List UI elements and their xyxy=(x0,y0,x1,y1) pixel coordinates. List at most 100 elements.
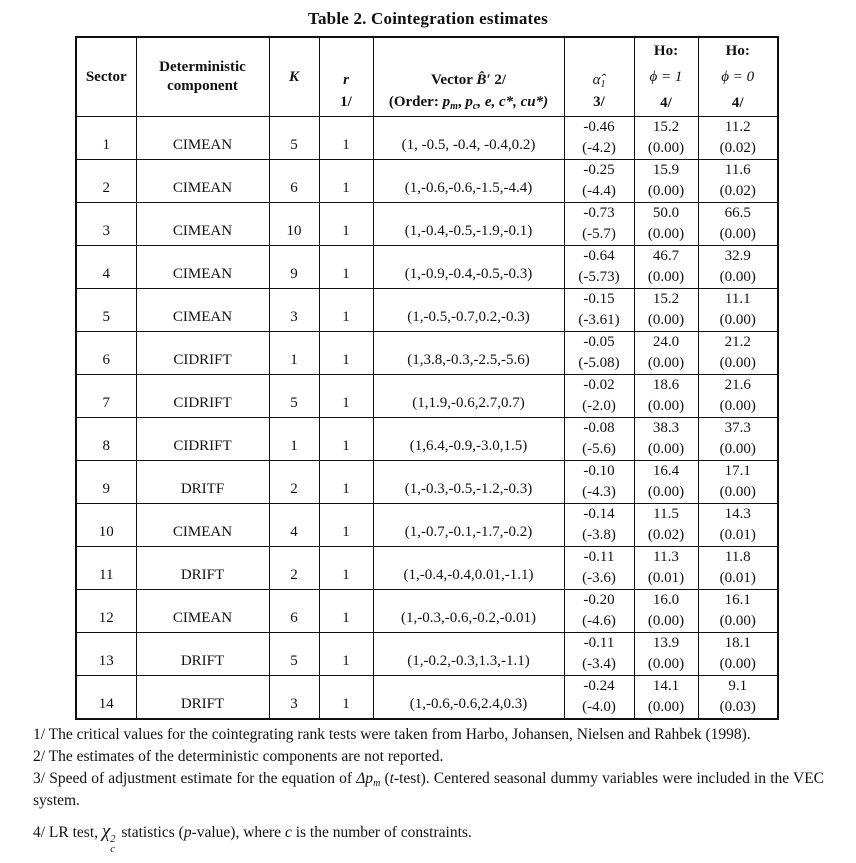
pm-symbol: pm xyxy=(442,94,458,112)
header-sector-label: Sector xyxy=(85,68,127,85)
phi0-statistic: 11.6 xyxy=(724,162,751,178)
phi1-statistic: 24.0 xyxy=(652,334,680,350)
cointegration-table: Sector Deterministic component K r 1/ Ve… xyxy=(75,36,779,720)
phi0-p-value: (0.01) xyxy=(719,570,756,586)
cell-phi0: 14.3 (0.01) xyxy=(697,503,779,547)
cell-alpha: -0.02 (-2.0) xyxy=(563,374,635,418)
phi1-statistic: 16.4 xyxy=(652,463,680,479)
alpha-estimate: -0.10 xyxy=(583,463,615,479)
phi0-statistic: 11.2 xyxy=(724,119,751,135)
alpha-estimate: -0.08 xyxy=(583,420,615,436)
alpha-estimate: -0.05 xyxy=(583,334,615,350)
phi0-statistic: 11.8 xyxy=(724,549,751,565)
cell-component: CIMEAN xyxy=(135,288,270,332)
header-r-footnote-ref: 1/ xyxy=(340,94,352,110)
phi0-statistic: 32.9 xyxy=(724,248,751,264)
cell-sector: 7 xyxy=(75,374,137,418)
cell-component: DRITF xyxy=(135,460,270,504)
cell-alpha: -0.11 (-3.6) xyxy=(563,546,635,590)
cell-sector: 9 xyxy=(75,460,137,504)
footnote-2: 2/ The estimates of the deterministic co… xyxy=(33,748,444,765)
phi1-p-value: (0.00) xyxy=(647,269,685,285)
alpha-estimate: -0.11 xyxy=(583,549,615,565)
table-body: 1 CIMEAN 5 1 (1, -0.5, -0.4, -0.4,0.2) -… xyxy=(75,116,779,720)
cell-k: 6 xyxy=(268,159,320,203)
cell-k: 3 xyxy=(268,675,320,720)
phi0-statistic: 16.1 xyxy=(724,592,751,608)
phi1-statistic: 38.3 xyxy=(652,420,680,436)
cell-sector: 8 xyxy=(75,417,137,461)
cell-phi0: 18.1 (0.00) xyxy=(697,632,779,676)
cell-alpha: -0.46 (-4.2) xyxy=(563,116,635,160)
table-row: 2 CIMEAN 6 1 (1,-0.6,-0.6,-1.5,-4.4) -0.… xyxy=(75,159,779,203)
table-row: 7 CIDRIFT 5 1 (1,1.9,-0.6,2.7,0.7) -0.02… xyxy=(75,374,779,418)
cell-phi0: 11.2 (0.02) xyxy=(697,116,779,160)
cell-k: 4 xyxy=(268,503,320,547)
cell-vector: (1,-0.6,-0.6,2.4,0.3) xyxy=(372,675,565,720)
phi1-p-value: (0.00) xyxy=(647,656,685,672)
header-vector-order-line: (Order: pm, pc, e, c*, cu*) xyxy=(376,91,562,113)
alpha-t-stat: (-2.0) xyxy=(582,398,616,414)
cell-vector: (1,1.9,-0.6,2.7,0.7) xyxy=(372,374,565,418)
header-phi0-footnote-ref: 4/ xyxy=(731,95,744,111)
phi0-p-value: (0.00) xyxy=(719,656,756,672)
header-vector: Vector B̂′ 2/ (Order: pm, pc, e, c*, cu*… xyxy=(372,36,565,117)
table-row: 9 DRITF 2 1 (1,-0.3,-0.5,-1.2,-0.3) -0.1… xyxy=(75,460,779,504)
cell-phi1: 11.5 (0.02) xyxy=(633,503,699,547)
cell-k: 5 xyxy=(268,374,320,418)
alpha-t-stat: (-3.61) xyxy=(578,312,620,328)
alpha-estimate: -0.64 xyxy=(583,248,615,264)
alpha-estimate: -0.11 xyxy=(583,635,615,651)
cell-phi1: 14.1 (0.00) xyxy=(633,675,699,720)
phi1-statistic: 50.0 xyxy=(652,205,680,221)
phi0-statistic: 21.2 xyxy=(724,334,751,350)
table-row: 12 CIMEAN 6 1 (1,-0.3,-0.6,-0.2,-0.01) -… xyxy=(75,589,779,633)
phi0-p-value: (0.02) xyxy=(719,183,756,199)
cell-phi0: 37.3 (0.00) xyxy=(697,417,779,461)
pc-symbol: pc xyxy=(465,94,478,112)
cell-phi0: 21.2 (0.00) xyxy=(697,331,779,375)
header-r: r 1/ xyxy=(318,36,374,117)
cell-alpha: -0.10 (-4.3) xyxy=(563,460,635,504)
cell-sector: 2 xyxy=(75,159,137,203)
cell-alpha: -0.05 (-5.08) xyxy=(563,331,635,375)
header-alpha: α̂1 3/ xyxy=(563,36,635,117)
phi0-p-value: (0.03) xyxy=(719,699,756,715)
header-vector-line1: Vector B̂′ 2/ xyxy=(376,69,562,91)
header-deterministic-component: Deterministic component xyxy=(135,36,270,117)
cell-sector: 10 xyxy=(75,503,137,547)
cell-k: 9 xyxy=(268,245,320,289)
cell-vector: (1,-0.7,-0.1,-1.7,-0.2) xyxy=(372,503,565,547)
header-r-symbol: r xyxy=(343,72,349,88)
cell-vector: (1, -0.5, -0.4, -0.4,0.2) xyxy=(372,116,565,160)
document-page: Table 2. Cointegration estimates Sector … xyxy=(0,9,856,863)
alpha-estimate: -0.73 xyxy=(583,205,615,221)
cell-r: 1 xyxy=(318,632,374,676)
phi-equals-0: ϕ = 0 xyxy=(721,69,755,85)
cell-vector: (1,-0.3,-0.5,-1.2,-0.3) xyxy=(372,460,565,504)
alpha-t-stat: (-3.6) xyxy=(582,570,616,586)
cell-alpha: -0.14 (-3.8) xyxy=(563,503,635,547)
cell-phi0: 9.1 (0.03) xyxy=(697,675,779,720)
cell-k: 1 xyxy=(268,331,320,375)
table-header: Sector Deterministic component K r 1/ Ve… xyxy=(75,36,779,117)
header-h0-phi0: Ho: ϕ = 0 4/ xyxy=(697,36,779,117)
alpha-t-stat: (-3.8) xyxy=(582,527,616,543)
cell-k: 2 xyxy=(268,460,320,504)
cell-component: CIMEAN xyxy=(135,245,270,289)
cell-component: CIMEAN xyxy=(135,202,270,246)
alpha-t-stat: (-4.6) xyxy=(582,613,616,629)
phi1-statistic: 46.7 xyxy=(652,248,680,264)
phi1-statistic: 11.3 xyxy=(653,549,679,565)
phi0-statistic: 37.3 xyxy=(724,420,751,436)
h0-label: Ho: xyxy=(653,43,679,59)
cell-r: 1 xyxy=(318,374,374,418)
cell-r: 1 xyxy=(318,589,374,633)
cell-component: DRIFT xyxy=(135,546,270,590)
cell-component: DRIFT xyxy=(135,675,270,720)
alpha-t-stat: (-5.6) xyxy=(582,441,616,457)
cell-phi0: 11.8 (0.01) xyxy=(697,546,779,590)
cell-vector: (1,-0.2,-0.3,1.3,-1.1) xyxy=(372,632,565,676)
table-row: 6 CIDRIFT 1 1 (1,3.8,-0.3,-2.5,-5.6) -0.… xyxy=(75,331,779,375)
